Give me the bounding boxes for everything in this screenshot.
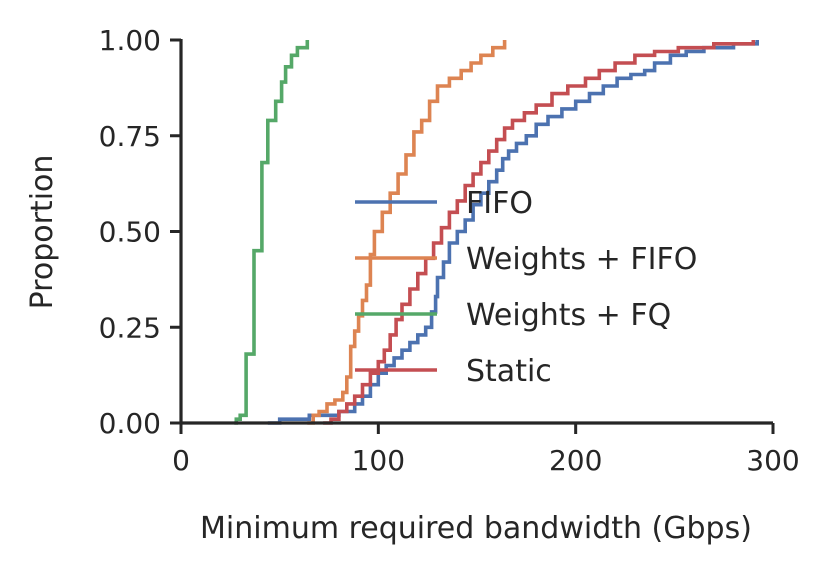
legend-label-3: Weights + FQ [466,298,671,333]
ticks: 0.00 0.25 0.50 0.75 1.00 0 100 200 300 [99,24,800,477]
x-axis-title: Minimum required bandwidth (Gbps) [200,511,752,546]
y-tick-label: 0.50 [99,216,161,249]
legend-label-4: Static [466,354,552,389]
y-axis-title: Proportion [25,155,60,310]
x-tick-label: 300 [746,444,799,477]
y-tick-label: 0.25 [99,311,161,344]
legend-label-1: FIFO [466,186,533,221]
y-tick-label: 1.00 [99,24,161,57]
series-line-1 [267,40,759,425]
series-line-3 [234,40,310,425]
legend-label-2: Weights + FIFO [466,242,697,277]
y-tick-label: 0.00 [99,407,161,440]
legend: FIFO Weights + FIFO Weights + FQ Static [355,186,697,389]
series-line-4 [323,40,756,425]
plot-lines [234,40,759,425]
x-tick-label: 100 [352,444,405,477]
x-tick-label: 200 [549,444,602,477]
x-tick-label: 0 [172,444,190,477]
series-line-2 [307,40,507,425]
y-tick-label: 0.75 [99,120,161,153]
